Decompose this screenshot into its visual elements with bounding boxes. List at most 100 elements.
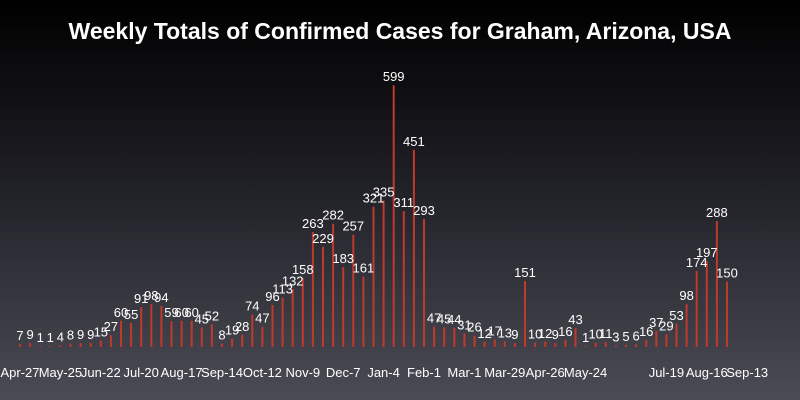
bar	[412, 149, 415, 347]
bar	[19, 343, 21, 347]
bar-data-label: 8	[67, 328, 74, 343]
bar-data-label: 183	[332, 251, 354, 266]
x-tick-label: Mar-29	[484, 365, 525, 380]
bar-data-label: 60	[174, 305, 188, 320]
bar	[251, 314, 254, 347]
bar-data-label: 150	[716, 265, 738, 280]
x-tick-label: Sep-13	[726, 365, 768, 380]
x-tick-label: May-24	[564, 365, 607, 380]
bar	[301, 277, 304, 347]
bar	[99, 340, 102, 347]
bar	[311, 232, 314, 347]
bar-data-label: 10	[588, 327, 602, 342]
bar	[130, 322, 133, 347]
bar	[109, 335, 112, 347]
bar-data-label: 113	[272, 282, 293, 297]
x-tick-label: Feb-1	[407, 365, 441, 380]
x-tick-label: Mar-1	[447, 365, 481, 380]
bar	[140, 307, 143, 347]
x-tick-label: Aug-16	[686, 365, 728, 380]
bar	[231, 338, 234, 347]
bar	[150, 304, 153, 347]
bar-data-label: 43	[568, 312, 582, 327]
bar	[291, 289, 294, 347]
bar-data-label: 53	[669, 308, 683, 323]
bar	[604, 342, 607, 347]
bar-data-label: 12	[538, 326, 552, 341]
x-tick-label: Apr-27	[0, 365, 39, 380]
bar-data-label: 335	[373, 185, 395, 200]
bar	[564, 340, 567, 347]
bar-data-label: 29	[659, 318, 673, 333]
bar-data-label: 17	[487, 324, 501, 339]
x-tick-label: Jun-22	[81, 365, 121, 380]
bar-data-label: 1	[582, 330, 589, 345]
x-tick-label: Nov-9	[285, 365, 320, 380]
bar	[524, 281, 526, 347]
x-tick-label: Jan-4	[367, 365, 400, 380]
bar-data-label: 16	[558, 324, 572, 339]
bar-data-label: 47	[427, 310, 441, 325]
bar-data-label: 174	[686, 255, 708, 270]
bar-data-label: 45	[437, 311, 451, 326]
x-tick-label: Sep-14	[201, 365, 243, 380]
bar-data-label: 28	[235, 319, 249, 334]
bar	[271, 305, 274, 347]
bar-data-label: 94	[154, 290, 168, 305]
bar-data-label: 197	[696, 245, 718, 260]
bar	[69, 343, 72, 347]
bar	[544, 341, 547, 347]
bar-data-label: 98	[144, 288, 158, 303]
bar-data-label: 5	[622, 329, 629, 344]
bar-data-label: 288	[706, 205, 728, 220]
bar	[635, 344, 638, 347]
bar	[79, 343, 82, 347]
bar	[433, 326, 436, 347]
bar-data-label: 10	[528, 327, 542, 342]
bar-data-label: 158	[292, 262, 314, 277]
bar	[574, 328, 577, 347]
bar	[392, 85, 395, 348]
bar-data-label: 60	[114, 305, 128, 320]
bar-data-label: 132	[282, 273, 304, 288]
bar	[423, 218, 425, 347]
bar	[382, 200, 385, 347]
bar-data-label: 31	[457, 317, 471, 332]
x-tick-label: Dec-7	[326, 365, 361, 380]
bar-data-label: 9	[26, 327, 33, 342]
bar	[352, 234, 355, 347]
bar-data-label: 1	[37, 330, 44, 345]
bar-data-label: 60	[184, 305, 198, 320]
bar-data-label: 282	[322, 208, 344, 223]
bar-data-label: 6	[632, 328, 639, 343]
x-tick-label: May-25	[39, 365, 82, 380]
bar-data-label: 19	[225, 323, 239, 338]
bar-data-label: 47	[255, 310, 269, 325]
bar	[655, 330, 658, 347]
bar	[685, 304, 688, 347]
bar	[503, 341, 506, 347]
bar	[473, 335, 476, 347]
bar	[281, 297, 284, 347]
bar-data-label: 9	[511, 327, 518, 342]
bar	[261, 326, 264, 347]
bar	[695, 270, 698, 347]
bar	[200, 327, 203, 347]
bar	[554, 343, 557, 347]
bar-data-label: 321	[363, 191, 385, 206]
bar	[726, 281, 728, 347]
bar	[675, 323, 678, 347]
bar	[180, 320, 183, 347]
bar	[372, 206, 375, 347]
bar-data-label: 4	[57, 329, 64, 344]
bar-data-label: 7	[16, 328, 23, 343]
bar	[59, 345, 62, 347]
bar	[665, 334, 668, 347]
bar-data-label: 11	[599, 326, 613, 341]
bar-data-label: 8	[218, 328, 225, 343]
bar	[584, 346, 587, 347]
bar	[453, 327, 456, 347]
bar-data-label: 1	[47, 330, 54, 345]
